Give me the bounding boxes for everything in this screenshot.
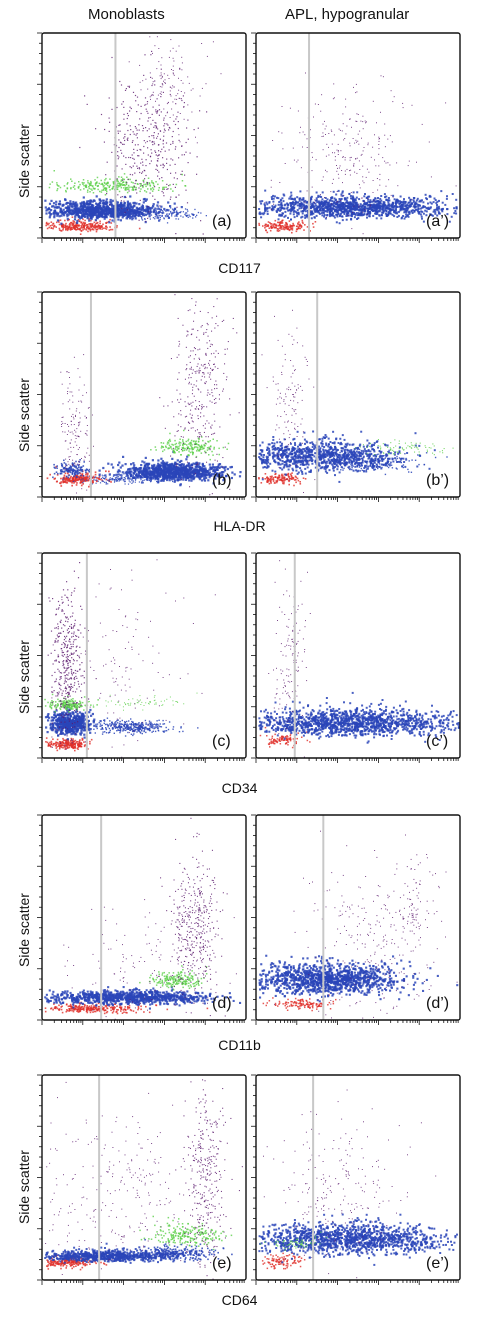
scatter-points (258, 72, 458, 235)
panel-label-d: (d) (212, 995, 232, 1012)
panel-label-d-prime: (d’) (426, 995, 449, 1012)
scatter-points (44, 36, 223, 235)
x-axis-label-cd64: CD64 (221, 1292, 258, 1308)
scatter-panel-b: (b) (37, 291, 247, 502)
panel-label-c-prime: (c’) (426, 733, 448, 750)
panel-label-a-prime: (a’) (426, 213, 449, 230)
panel-label-b: (b) (212, 472, 232, 489)
panel-label-c: (c) (212, 733, 231, 750)
scatter-panel-b-prime: (b’) (251, 291, 461, 502)
x-axis-label-hla-dr: HLA-DR (213, 518, 266, 534)
panel-frame (41, 814, 247, 1021)
scatter-panel-d: (d) (37, 814, 247, 1025)
scatter-panel-e-prime: (e’) (251, 1074, 461, 1285)
scatter-panel-d-prime: (d’) (251, 814, 461, 1025)
scatter-panel-c-prime: (c’) (251, 552, 461, 763)
panel-label-b-prime: (b’) (426, 472, 449, 489)
column-title-apl: APL, hypogranular (285, 6, 410, 23)
scatter-panel-a-prime: (a’) (251, 32, 461, 243)
panel-label-e: (e) (212, 1255, 232, 1272)
scatter-points (44, 559, 216, 758)
scatter-points (258, 830, 459, 1019)
scatter-panel-c: (c) (37, 552, 247, 763)
panel-label-a: (a) (212, 213, 232, 230)
column-title-monoblasts: Monoblasts (88, 6, 165, 23)
scatter-panel-a: (a) (37, 32, 247, 243)
scatter-panel-e: (e) (37, 1074, 247, 1285)
scatter-points (258, 1089, 458, 1279)
x-axis-label-cd117: CD117 (218, 260, 261, 276)
scatter-points (258, 560, 460, 758)
x-axis-label-cd11b: CD11b (218, 1037, 261, 1053)
scatter-points (46, 294, 242, 496)
panel-label-e-prime: (e’) (426, 1255, 449, 1272)
x-axis-label-cd34: CD34 (221, 780, 258, 796)
scatter-points (44, 1079, 243, 1280)
scatter-points (258, 309, 454, 493)
scatter-points (44, 817, 242, 1020)
